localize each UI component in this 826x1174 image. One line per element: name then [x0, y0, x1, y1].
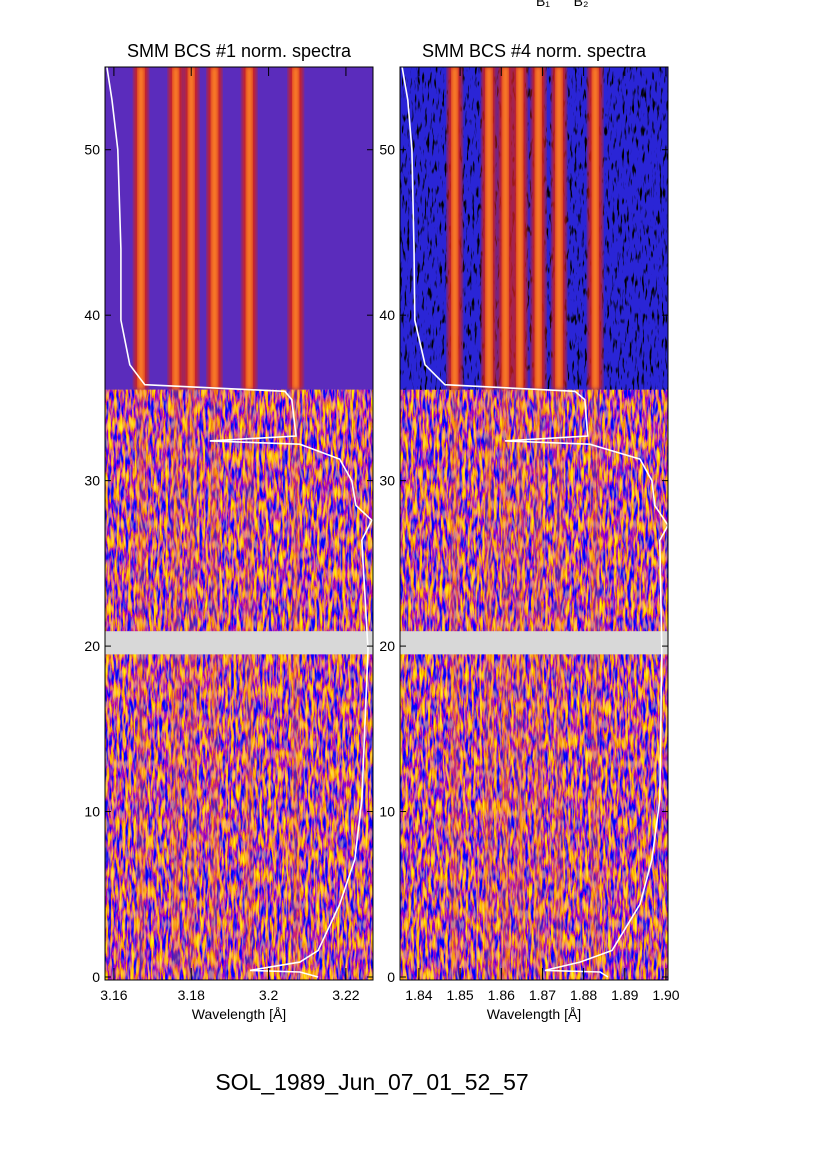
- spectral-line-core: [502, 67, 509, 390]
- spectral-line-core: [535, 67, 542, 390]
- y-tick-label: 10: [379, 804, 395, 820]
- x-tick-label: 1.85: [446, 987, 473, 1003]
- y-tick-label: 0: [387, 969, 395, 985]
- spectral-line-core: [292, 67, 299, 390]
- frame: [399, 66, 669, 981]
- spectral-line-core: [246, 67, 253, 390]
- x-tick-label: 1.87: [529, 987, 556, 1003]
- spectral-line-core: [211, 67, 218, 390]
- y-tick-label: 40: [379, 307, 395, 323]
- y-tick-label: 20: [84, 638, 100, 654]
- spectral-line-core: [485, 67, 492, 390]
- spectral-line-core: [451, 67, 458, 390]
- spectral-line-core: [172, 67, 179, 390]
- background: [105, 67, 373, 390]
- chart-title: SMM BCS #1 norm. spectra: [127, 41, 352, 61]
- x-axis-label: Wavelength [Å]: [487, 1006, 581, 1022]
- y-tick-label: 50: [84, 142, 100, 158]
- x-tick-label: 3.18: [178, 987, 205, 1003]
- spectral-line-core: [188, 67, 195, 390]
- y-tick-label: 40: [84, 307, 100, 323]
- x-tick-label: 1.88: [570, 987, 597, 1003]
- data-gap: [105, 631, 373, 655]
- y-tick-label: 30: [84, 473, 100, 489]
- y-tick-label: 20: [379, 638, 395, 654]
- y-tick-label: 50: [379, 142, 395, 158]
- x-tick-label: 1.90: [652, 987, 679, 1003]
- spectral-line-core: [516, 67, 523, 390]
- y-tick-label: 0: [92, 969, 100, 985]
- data-gap: [400, 631, 668, 655]
- annotation: B₁: [536, 0, 550, 9]
- frame: [104, 66, 374, 981]
- x-tick-label: 1.86: [488, 987, 515, 1003]
- x-tick-label: 3.16: [100, 987, 127, 1003]
- x-tick-label: 3.2: [259, 987, 279, 1003]
- y-tick-label: 10: [84, 804, 100, 820]
- spectral-line-core: [592, 67, 599, 390]
- annotation: B₂: [574, 0, 589, 9]
- x-tick-label: 3.22: [332, 987, 359, 1003]
- plot-area: [105, 67, 373, 980]
- spectral-line-core: [555, 67, 562, 390]
- plot-area: [400, 67, 668, 980]
- x-tick-label: 1.84: [405, 987, 432, 1003]
- streaks: [105, 389, 373, 980]
- spectral-line-core: [137, 67, 144, 390]
- chart-title: SMM BCS #4 norm. spectra: [422, 41, 647, 61]
- footer: SOL_1989_Jun_07_01_52_57: [215, 1069, 528, 1095]
- light-curve: [106, 67, 373, 978]
- x-axis-label: Wavelength [Å]: [192, 1006, 286, 1022]
- streaks: [400, 389, 668, 980]
- x-tick-label: 1.89: [611, 987, 638, 1003]
- y-tick-label: 30: [379, 473, 395, 489]
- light-curve: [401, 67, 668, 978]
